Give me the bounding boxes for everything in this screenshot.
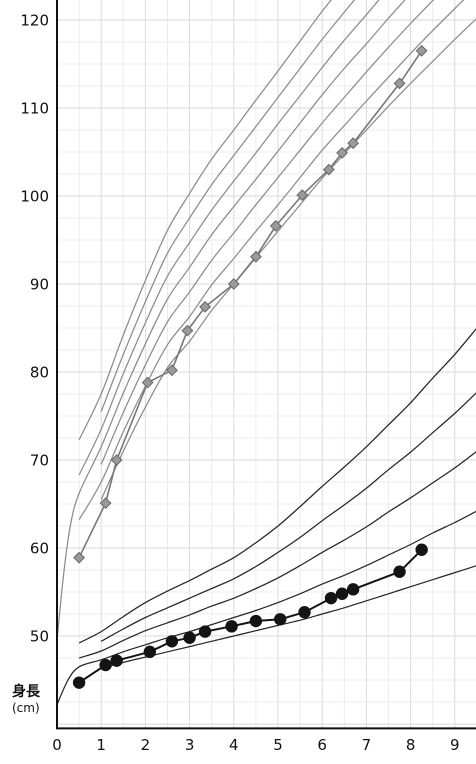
circle-marker xyxy=(110,654,123,667)
y-tick-label: 120 xyxy=(20,12,49,30)
x-tick-label: 6 xyxy=(317,736,327,754)
diamond-marker xyxy=(141,376,154,389)
reference-curve xyxy=(78,328,476,644)
reference-curve xyxy=(78,451,476,659)
diamond-marker xyxy=(73,551,86,564)
reference-curve xyxy=(100,18,476,500)
x-tick-label: 0 xyxy=(52,736,62,754)
x-tick-label: 4 xyxy=(229,736,239,754)
circle-marker xyxy=(143,645,157,659)
reference-curve xyxy=(57,510,476,705)
circle-marker xyxy=(99,658,112,672)
circle-marker xyxy=(298,606,311,619)
y-tick-label: 70 xyxy=(30,452,49,470)
circle-marker xyxy=(249,614,263,628)
y-tick-labels: 50 60 70 80 90 100 110 120 xyxy=(20,12,49,646)
circle-marker xyxy=(324,591,338,605)
diamond-marker xyxy=(99,497,112,510)
circle-marker xyxy=(274,613,287,626)
y-axis-unit: (cm) xyxy=(12,701,40,715)
diamond-marker xyxy=(296,189,309,202)
x-tick-label: 2 xyxy=(141,736,151,754)
reference-curves xyxy=(57,0,476,705)
diamond-marker xyxy=(393,77,406,90)
circle-marker xyxy=(165,635,179,648)
diamond-marker xyxy=(249,250,262,263)
diamond-marker xyxy=(347,137,360,150)
y-tick-label: 80 xyxy=(30,364,49,382)
circle-marker xyxy=(183,631,196,644)
reference-curve xyxy=(78,0,380,476)
reference-curve xyxy=(78,0,332,441)
reference-curve xyxy=(100,392,476,642)
data-series xyxy=(72,44,428,689)
x-tick-label: 3 xyxy=(185,736,195,754)
y-tick-label: 110 xyxy=(20,100,49,118)
diamond-marker xyxy=(110,454,123,466)
circle-marker xyxy=(198,625,212,638)
circle-marker xyxy=(225,620,238,633)
circle-marker xyxy=(393,565,406,578)
grid xyxy=(57,0,476,729)
y-axis-label: 身長 xyxy=(12,683,41,700)
diamond-marker xyxy=(336,146,348,159)
y-tick-label: 100 xyxy=(20,188,49,206)
diamond-marker xyxy=(199,300,211,313)
reference-curve xyxy=(101,565,476,670)
diamond-marker xyxy=(166,364,178,377)
diamond-series-line xyxy=(78,50,423,559)
diamond-marker xyxy=(322,163,335,176)
y-tick-label: 90 xyxy=(30,276,49,294)
x-tick-label: 9 xyxy=(450,736,460,754)
y-tick-label: 60 xyxy=(30,540,49,558)
diamond-marker xyxy=(181,324,194,337)
x-tick-label: 5 xyxy=(273,736,283,754)
diamond-marker xyxy=(269,220,282,232)
reference-curve xyxy=(100,0,435,465)
x-tick-label: 7 xyxy=(362,736,372,754)
x-tick-labels: 0 1 2 3 4 5 6 7 8 9 xyxy=(52,736,459,754)
x-tick-label: 1 xyxy=(96,736,106,754)
circle-marker xyxy=(335,587,349,600)
circle-marker xyxy=(72,676,86,689)
diamond-marker xyxy=(227,278,240,290)
circle-marker xyxy=(346,583,360,596)
circle-marker xyxy=(415,543,428,556)
y-tick-label: 50 xyxy=(30,628,49,646)
diamond-marker xyxy=(415,44,428,57)
reference-curve xyxy=(57,0,406,641)
reference-curve xyxy=(100,0,356,412)
x-tick-label: 8 xyxy=(406,736,416,754)
